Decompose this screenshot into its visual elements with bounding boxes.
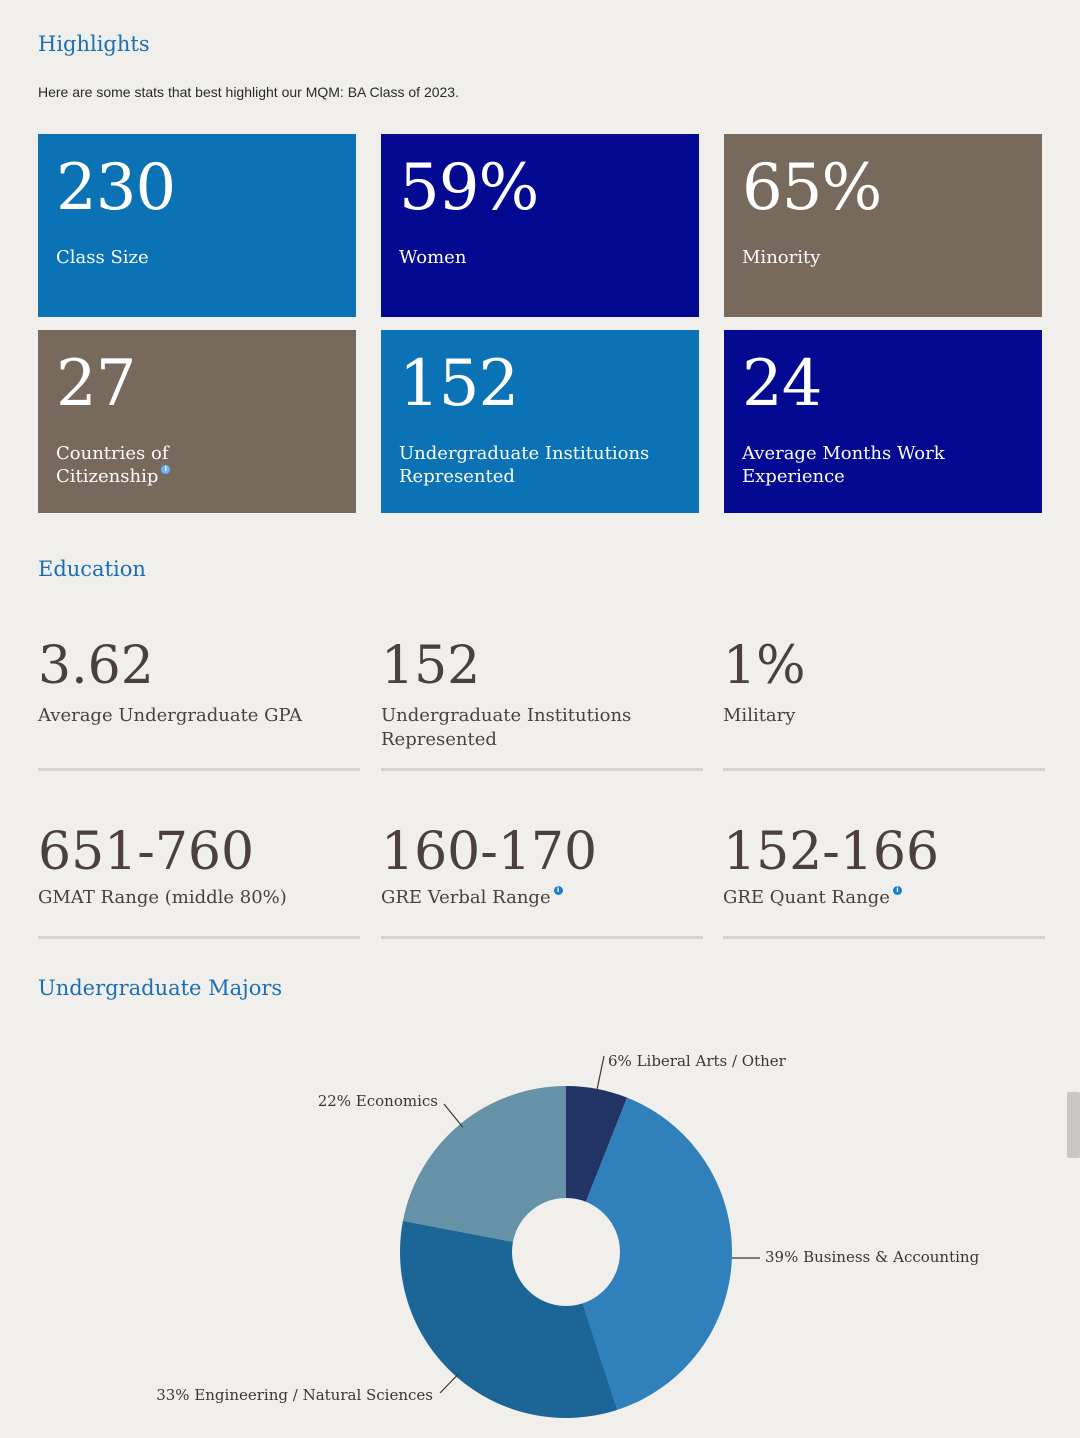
tile-institutions: 152 Undergraduate Institutions Represent… <box>381 330 699 513</box>
tile-label: Undergraduate Institutions Represented <box>399 443 650 487</box>
stat-gre-quant: 152-166 GRE Quant Range i <box>723 826 1045 939</box>
tile-women: 59% Women <box>381 134 699 317</box>
highlights-title: Highlights <box>38 32 150 56</box>
pie-leader-line <box>439 1373 460 1394</box>
tile-label-text: Countries of Citizenship <box>56 443 169 487</box>
tile-work-experience: 24 Average Months Work Experience <box>724 330 1042 513</box>
stat-value: 3.62 <box>38 636 154 696</box>
tile-value: 27 <box>56 347 136 421</box>
stat-military: 1% Military <box>723 640 1045 771</box>
stat-institutions: 152 Undergraduate Institutions Represent… <box>381 640 703 771</box>
stat-value: 152-166 <box>723 822 940 882</box>
stat-value: 160-170 <box>381 822 598 882</box>
tile-value: 65% <box>742 151 882 225</box>
tile-label: Minority <box>742 247 821 268</box>
stat-gre-verbal: 160-170 GRE Verbal Range i <box>381 826 703 939</box>
stat-label-text: GRE Quant Range <box>723 887 890 908</box>
majors-donut-chart: 6% Liberal Arts / Other 39% Business & A… <box>156 1052 980 1418</box>
pie-label-engineering: 33% Engineering / Natural Sciences <box>156 1386 433 1404</box>
tile-value: 59% <box>399 151 539 225</box>
donut-hole <box>512 1198 620 1306</box>
pie-leader-line <box>595 1055 605 1093</box>
majors-title: Undergraduate Majors <box>38 976 283 1000</box>
tile-label: Class Size <box>56 247 149 268</box>
stat-value: 152 <box>381 636 481 696</box>
stat-label: GRE Quant Range i <box>723 886 1023 910</box>
stat-value: 1% <box>723 636 806 696</box>
pie-leader-line <box>443 1103 464 1128</box>
pie-label-business: 39% Business & Accounting <box>765 1248 980 1266</box>
tile-class-size: 230 Class Size <box>38 134 356 317</box>
stat-gpa: 3.62 Average Undergraduate GPA <box>38 640 360 771</box>
stat-label: Military <box>723 705 796 726</box>
info-icon[interactable]: i <box>892 886 902 895</box>
stat-label: Undergraduate Institutions Represented <box>381 705 632 750</box>
tile-countries: 27 Countries of Citizenship i <box>38 330 356 513</box>
stat-label-text: GRE Verbal Range <box>381 887 551 908</box>
pie-slice-business <box>566 1097 732 1410</box>
stat-label: Average Undergraduate GPA <box>38 705 303 726</box>
tile-label: Average Months Work Experience <box>742 443 945 487</box>
tile-label: Women <box>399 247 467 268</box>
tile-label: Countries of Citizenship i <box>56 442 206 488</box>
stat-label: GMAT Range (middle 80%) <box>38 887 287 908</box>
stat-gmat: 651-760 GMAT Range (middle 80%) <box>38 826 360 939</box>
stat-label: GRE Verbal Range i <box>381 886 681 910</box>
pie-label-economics: 22% Economics <box>318 1092 438 1110</box>
tile-value: 230 <box>56 151 176 225</box>
pie-slice-economics <box>402 1086 566 1252</box>
info-icon[interactable]: i <box>161 465 171 474</box>
info-icon[interactable]: i <box>553 886 563 895</box>
pie-label-liberal-arts: 6% Liberal Arts / Other <box>608 1052 787 1070</box>
tile-value: 152 <box>399 347 519 421</box>
tile-value: 24 <box>742 347 822 421</box>
scrollbar-thumb[interactable] <box>1067 1092 1080 1158</box>
highlights-intro: Here are some stats that best highlight … <box>38 84 459 100</box>
stat-value: 651-760 <box>38 822 255 882</box>
education-title: Education <box>38 557 146 581</box>
tile-minority: 65% Minority <box>724 134 1042 317</box>
